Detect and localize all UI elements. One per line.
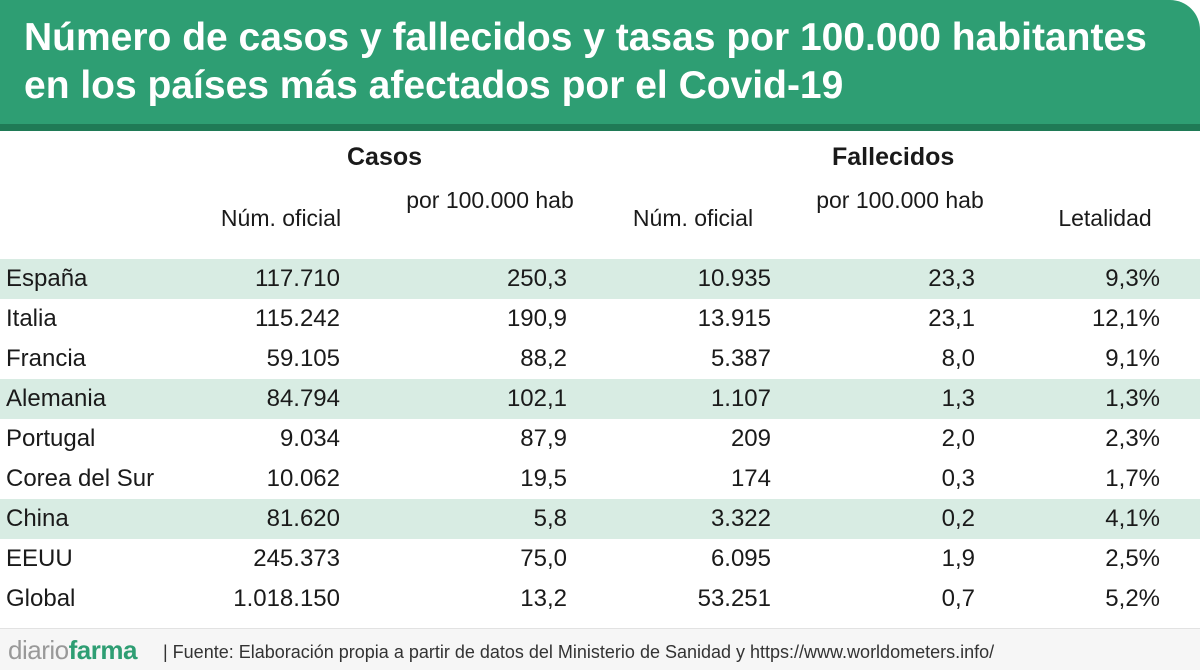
group-header-casos: Casos: [347, 143, 423, 171]
fallecidos-oficial-cell: 13.915: [697, 305, 771, 332]
letalidad-cell: 5,2%: [1105, 585, 1160, 612]
fallecidos-tasa-cell: 2,0: [941, 425, 975, 452]
casos-tasa-cell: 250,3: [506, 265, 567, 292]
fallecidos-tasa-cell: 0,2: [941, 505, 975, 532]
logo-light: diario: [8, 635, 69, 665]
casos-oficial-cell: 84.794: [266, 385, 340, 412]
fallecidos-tasa-cell: 1,9: [941, 545, 975, 572]
logo-bold: farma: [68, 635, 138, 665]
table-row: China 81.620 5,8 3.322 0,2 4,1%: [0, 499, 1200, 539]
letalidad-cell: 2,5%: [1105, 545, 1160, 572]
letalidad-cell: 1,7%: [1105, 465, 1160, 492]
casos-oficial-cell: 81.620: [266, 505, 340, 532]
casos-tasa-cell: 13,2: [520, 585, 567, 612]
fallecidos-oficial-cell: 3.322: [710, 505, 771, 532]
diariofarma-logo[interactable]: diariofarma: [8, 635, 137, 665]
letalidad-cell: 9,3%: [1105, 265, 1160, 292]
fallecidos-oficial-cell: 1.107: [710, 385, 771, 412]
table-row: Alemania 84.794 102,1 1.107 1,3 1,3%: [0, 379, 1200, 419]
casos-oficial-cell: 10.062: [266, 465, 340, 492]
country-cell: China: [6, 505, 69, 532]
source-note: | Fuente: Elaboración propia a partir de…: [163, 642, 995, 662]
fallecidos-tasa-cell: 23,3: [928, 265, 975, 292]
fallecidos-tasa-cell: 0,3: [941, 465, 975, 492]
casos-tasa-cell: 87,9: [520, 425, 567, 452]
table-row: Italia 115.242 190,9 13.915 23,1 12,1%: [0, 299, 1200, 339]
casos-tasa-cell: 190,9: [506, 305, 567, 332]
col-header-fallecidos-tasa: por 100.000 hab: [816, 187, 984, 213]
fallecidos-oficial-cell: 6.095: [710, 545, 771, 572]
fallecidos-oficial-cell: 209: [730, 425, 771, 452]
footer: diariofarma | Fuente: Elaboración propia…: [0, 628, 1200, 670]
casos-oficial-cell: 9.034: [279, 425, 340, 452]
casos-oficial-cell: 115.242: [255, 305, 340, 332]
table-row: Portugal 9.034 87,9 209 2,0 2,3%: [0, 419, 1200, 459]
letalidad-cell: 9,1%: [1105, 345, 1160, 372]
col-header-casos-tasa: por 100.000 hab: [406, 187, 574, 213]
group-header-fallecidos: Fallecidos: [832, 143, 955, 171]
casos-tasa-cell: 88,2: [520, 345, 567, 372]
country-cell: Corea del Sur: [6, 465, 155, 492]
fallecidos-tasa-cell: 1,3: [941, 385, 975, 412]
fallecidos-oficial-cell: 174: [730, 465, 771, 492]
casos-tasa-cell: 102,1: [506, 385, 567, 412]
fallecidos-tasa-cell: 8,0: [941, 345, 975, 372]
casos-tasa-cell: 75,0: [520, 545, 567, 572]
fallecidos-oficial-cell: 5.387: [710, 345, 771, 372]
fallecidos-oficial-cell: 53.251: [697, 585, 771, 612]
col-header-fallecidos-oficial: Núm. oficial: [632, 205, 754, 231]
fallecidos-tasa-cell: 23,1: [928, 305, 975, 332]
country-cell: Portugal: [6, 425, 96, 452]
table-row: Global 1.018.150 13,2 53.251 0,7 5,2%: [0, 579, 1200, 619]
country-cell: Global: [6, 585, 76, 612]
country-cell: Italia: [6, 305, 57, 332]
casos-oficial-cell: 245.373: [253, 545, 340, 572]
country-cell: EEUU: [6, 545, 73, 572]
title-banner: [0, 0, 1200, 124]
col-header-casos-oficial: Núm. oficial: [220, 205, 342, 231]
fallecidos-oficial-cell: 10.935: [697, 265, 771, 292]
table-row: EEUU 245.373 75,0 6.095 1,9 2,5%: [0, 539, 1200, 579]
casos-oficial-cell: 1.018.150: [233, 585, 340, 612]
letalidad-cell: 2,3%: [1105, 425, 1160, 452]
casos-oficial-cell: 117.710: [255, 265, 340, 292]
table-row: España 117.710 250,3 10.935 23,3 9,3%: [0, 259, 1200, 299]
letalidad-cell: 1,3%: [1105, 385, 1160, 412]
country-cell: España: [6, 265, 88, 292]
title-divider: [0, 124, 1200, 131]
fallecidos-tasa-cell: 0,7: [941, 585, 975, 612]
page-title: Número de casos y fallecidos y tasas por…: [24, 16, 1147, 107]
country-cell: Francia: [6, 345, 87, 372]
letalidad-cell: 4,1%: [1105, 505, 1160, 532]
letalidad-cell: 12,1%: [1091, 305, 1160, 332]
country-cell: Alemania: [6, 385, 107, 412]
casos-oficial-cell: 59.105: [266, 345, 340, 372]
casos-tasa-cell: 19,5: [520, 465, 567, 492]
table-row: Francia 59.105 88,2 5.387 8,0 9,1%: [0, 339, 1200, 379]
table-row: Corea del Sur 10.062 19,5 174 0,3 1,7%: [0, 459, 1200, 499]
col-header-letalidad: Letalidad: [1058, 205, 1152, 231]
casos-tasa-cell: 5,8: [533, 505, 567, 532]
